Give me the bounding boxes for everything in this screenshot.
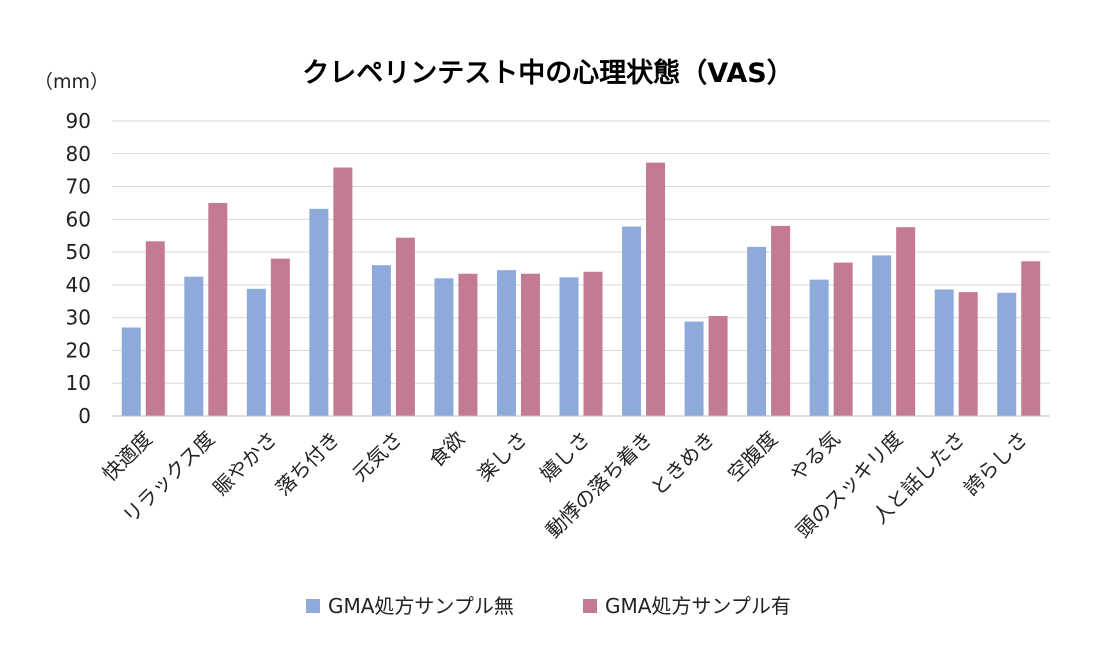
bar-with-sample xyxy=(958,292,978,416)
y-tick-label: 40 xyxy=(66,273,91,297)
x-tick-label: 賑やかさ xyxy=(208,427,282,501)
x-tick-label: やる気 xyxy=(785,427,844,486)
bar-without-sample xyxy=(684,321,704,416)
legend-swatch xyxy=(583,599,597,613)
legend-swatch xyxy=(306,599,320,613)
bar-with-sample xyxy=(771,225,791,416)
bar-with-sample xyxy=(833,262,853,416)
y-tick-label: 60 xyxy=(66,207,91,231)
x-tick-label: 食欲 xyxy=(424,427,469,472)
x-tick-label: 楽しさ xyxy=(473,427,532,486)
y-tick-label: 90 xyxy=(66,109,91,133)
bar-with-sample xyxy=(208,202,228,416)
y-tick-label: 20 xyxy=(66,338,91,362)
bar-without-sample xyxy=(747,246,767,416)
y-axis-unit-label: （mm） xyxy=(34,71,109,93)
x-tick-label: 動悸の落ち着き xyxy=(541,427,657,543)
legend-label: GMA処方サンプル有 xyxy=(605,594,791,618)
legend: GMA処方サンプル無 GMA処方サンプル有 xyxy=(306,594,791,618)
y-tick-label: 50 xyxy=(66,240,91,264)
bar-without-sample xyxy=(434,278,454,416)
bar-with-sample xyxy=(145,241,165,416)
bar-without-sample xyxy=(246,288,266,416)
bar-with-sample xyxy=(646,162,666,416)
x-tick-label: 元気さ xyxy=(348,427,407,486)
bar-without-sample xyxy=(622,226,642,416)
bar-with-sample xyxy=(1021,261,1041,416)
y-tick-label: 70 xyxy=(66,175,91,199)
bar-without-sample xyxy=(371,265,391,416)
bar-with-sample xyxy=(583,271,603,416)
y-tick-label: 10 xyxy=(66,371,91,395)
bar-without-sample xyxy=(496,270,516,416)
bar-with-sample xyxy=(395,237,415,416)
bar-without-sample xyxy=(121,327,141,416)
bar-without-sample xyxy=(997,292,1017,416)
x-tick-label: 誇らしさ xyxy=(959,427,1033,501)
x-axis-labels: 快適度リラックス度賑やかさ落ち付き 元気さ 食欲 楽しさ 嬉しさ動悸の落ち着きときめき空… xyxy=(97,427,1032,543)
bar-without-sample xyxy=(309,208,329,416)
x-tick-label: 頭のスッキリ度 xyxy=(791,427,907,543)
y-tick-label: 80 xyxy=(66,142,91,166)
y-tick-label: 0 xyxy=(78,404,91,428)
bar-without-sample xyxy=(872,255,892,416)
x-tick-label: ときめき xyxy=(646,427,720,501)
x-tick-label: 落ち付き xyxy=(271,427,345,501)
y-tick-label: 30 xyxy=(66,306,91,330)
bar-without-sample xyxy=(809,279,829,416)
x-tick-label: 快適度 xyxy=(97,427,156,486)
bar-with-sample xyxy=(708,316,728,416)
bars xyxy=(121,162,1041,416)
legend-label: GMA処方サンプル無 xyxy=(328,594,514,618)
bar-with-sample xyxy=(458,273,478,416)
bar-with-sample xyxy=(520,273,540,416)
bar-without-sample xyxy=(559,277,579,416)
chart-title: クレペリンテスト中の心理状態（VAS） xyxy=(302,57,793,89)
bar-with-sample xyxy=(896,227,916,416)
y-axis-ticks: 0 10 20 30 40 50 60 70 80 90 xyxy=(66,109,91,428)
x-tick-label: 嬉しさ xyxy=(535,427,594,486)
x-tick-label: 空腹度 xyxy=(723,427,782,486)
bar-with-sample xyxy=(270,258,290,416)
gridlines xyxy=(112,120,1050,384)
bar-without-sample xyxy=(184,276,204,416)
bar-with-sample xyxy=(333,167,353,416)
bar-without-sample xyxy=(934,289,954,416)
